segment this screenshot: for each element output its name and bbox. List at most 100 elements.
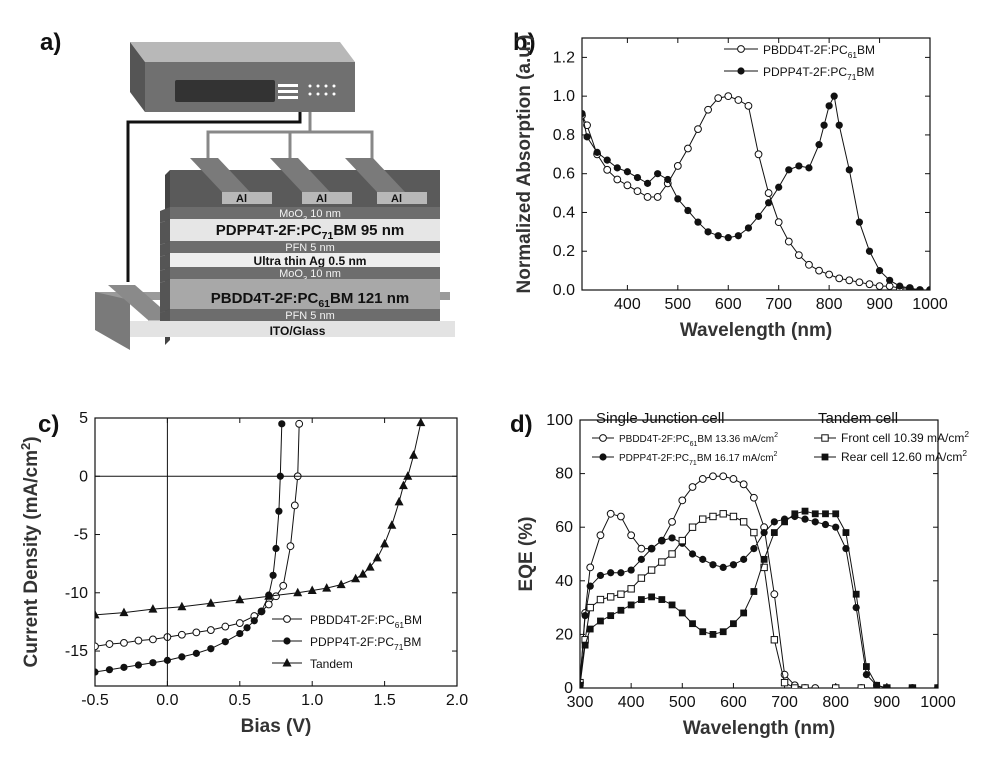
eqe-ytick-label: 40	[555, 573, 573, 590]
jv-point	[403, 471, 413, 480]
eqe-point	[760, 555, 768, 563]
jv-point	[149, 635, 157, 644]
jv-legend-label-2: Tandem	[310, 657, 353, 671]
eqe-point	[709, 561, 717, 569]
absorption-xtick-label: 800	[816, 296, 843, 313]
jv-point	[105, 640, 114, 648]
eqe-point	[750, 545, 758, 553]
jv-point	[358, 569, 368, 578]
eqe-point	[760, 563, 768, 572]
jv-point	[221, 638, 229, 646]
jv-point	[206, 598, 216, 607]
eqe-point	[637, 596, 645, 603]
jv-point	[177, 630, 186, 639]
jv-point	[372, 552, 382, 562]
eqe-point	[740, 609, 748, 617]
jv-xtick-label: 0.0	[156, 692, 178, 709]
panel-label-a: a)	[40, 29, 61, 56]
jv-series-2	[95, 418, 426, 619]
eqe-point	[709, 512, 717, 521]
jv-point	[192, 628, 201, 637]
jv-xlabel: Bias (V)	[241, 716, 312, 737]
absorption-point	[623, 168, 631, 176]
jv-point	[275, 507, 283, 515]
absorption-point	[673, 162, 682, 170]
jv-point	[95, 609, 100, 619]
absorption-point	[795, 162, 803, 170]
eqe-point	[678, 496, 687, 505]
jv-point	[336, 579, 346, 589]
eqe-point	[699, 628, 707, 636]
jv-ylabel: Current Density (mA/cm2)	[18, 436, 42, 667]
eqe-point	[791, 684, 799, 688]
absorption-point	[613, 175, 622, 184]
absorption-ytick-label: 1.2	[553, 49, 575, 66]
absorption-point	[694, 125, 702, 134]
jv-point	[95, 668, 99, 676]
absorption-point	[744, 224, 753, 232]
eqe-point	[770, 518, 778, 526]
eqe-point	[668, 601, 676, 609]
eqe-legend-marker-2	[821, 434, 829, 442]
absorption-point	[654, 170, 662, 178]
jv-point	[286, 542, 295, 551]
jv-xtick-label: 0.5	[229, 692, 251, 709]
eqe-point	[719, 510, 727, 518]
eqe-point	[719, 563, 727, 572]
jv-point	[279, 581, 288, 590]
absorption-point	[855, 278, 864, 287]
absorption-point	[865, 280, 874, 289]
absorption-point	[734, 232, 742, 240]
absorption-point	[714, 94, 723, 102]
eqe-xtick-label: 500	[669, 694, 696, 711]
jv-series-0	[95, 419, 304, 651]
eqe-point	[596, 595, 605, 604]
eqe-point	[709, 631, 717, 638]
eqe-point	[678, 536, 686, 545]
jv-point	[380, 538, 390, 548]
eqe-point	[780, 678, 789, 687]
absorption-point	[825, 270, 834, 279]
eqe-series-line-1	[580, 515, 938, 688]
jv-point	[178, 653, 186, 661]
absorption-point	[784, 237, 793, 246]
eqe-point	[842, 545, 850, 553]
source-meter-icon	[130, 42, 355, 112]
jv-point	[264, 591, 274, 600]
eqe-point	[719, 472, 728, 481]
eqe-point	[719, 628, 727, 636]
absorption-point	[820, 121, 828, 129]
jv-point	[394, 496, 404, 506]
top-electrodes: Al Al Al	[190, 158, 427, 205]
eqe-point	[822, 510, 829, 518]
eqe-chart: d) 300 400 500 600 700 800 900 1000 0 20 40 60 80 100…	[510, 410, 969, 739]
eqe-point	[750, 588, 758, 595]
jv-legend-marker-0	[283, 615, 291, 623]
jv-xtick-label: -0.5	[81, 692, 109, 709]
absorption-point	[694, 218, 702, 226]
jv-point	[272, 544, 280, 553]
eqe-point	[698, 475, 707, 483]
eqe-ytick-label: 80	[555, 466, 573, 483]
absorption-point	[714, 232, 722, 240]
eqe-legend-label-3: Rear cell 12.60 mA/cm2	[841, 448, 967, 464]
eqe-point	[699, 515, 707, 523]
eqe-series-line-3	[580, 510, 938, 688]
jv-xtick-label: 1.5	[373, 692, 395, 709]
eqe-point	[801, 507, 809, 515]
eqe-point	[909, 684, 916, 688]
jv-point	[206, 626, 215, 634]
absorption-point	[734, 96, 743, 104]
absorption-ytick-label: 0.8	[553, 127, 575, 144]
eqe-point	[606, 593, 615, 601]
jv-point	[264, 600, 273, 609]
eqe-ytick-label: 0	[564, 680, 573, 697]
eqe-ytick-label: 60	[555, 519, 573, 536]
absorption-plot-frame	[581, 37, 931, 291]
eqe-point	[832, 510, 840, 518]
absorption-point	[613, 164, 621, 172]
eqe-series-0	[580, 472, 938, 688]
eqe-point	[699, 555, 707, 563]
jv-point	[257, 607, 266, 616]
eqe-xlabel: Wavelength (nm)	[683, 718, 835, 739]
